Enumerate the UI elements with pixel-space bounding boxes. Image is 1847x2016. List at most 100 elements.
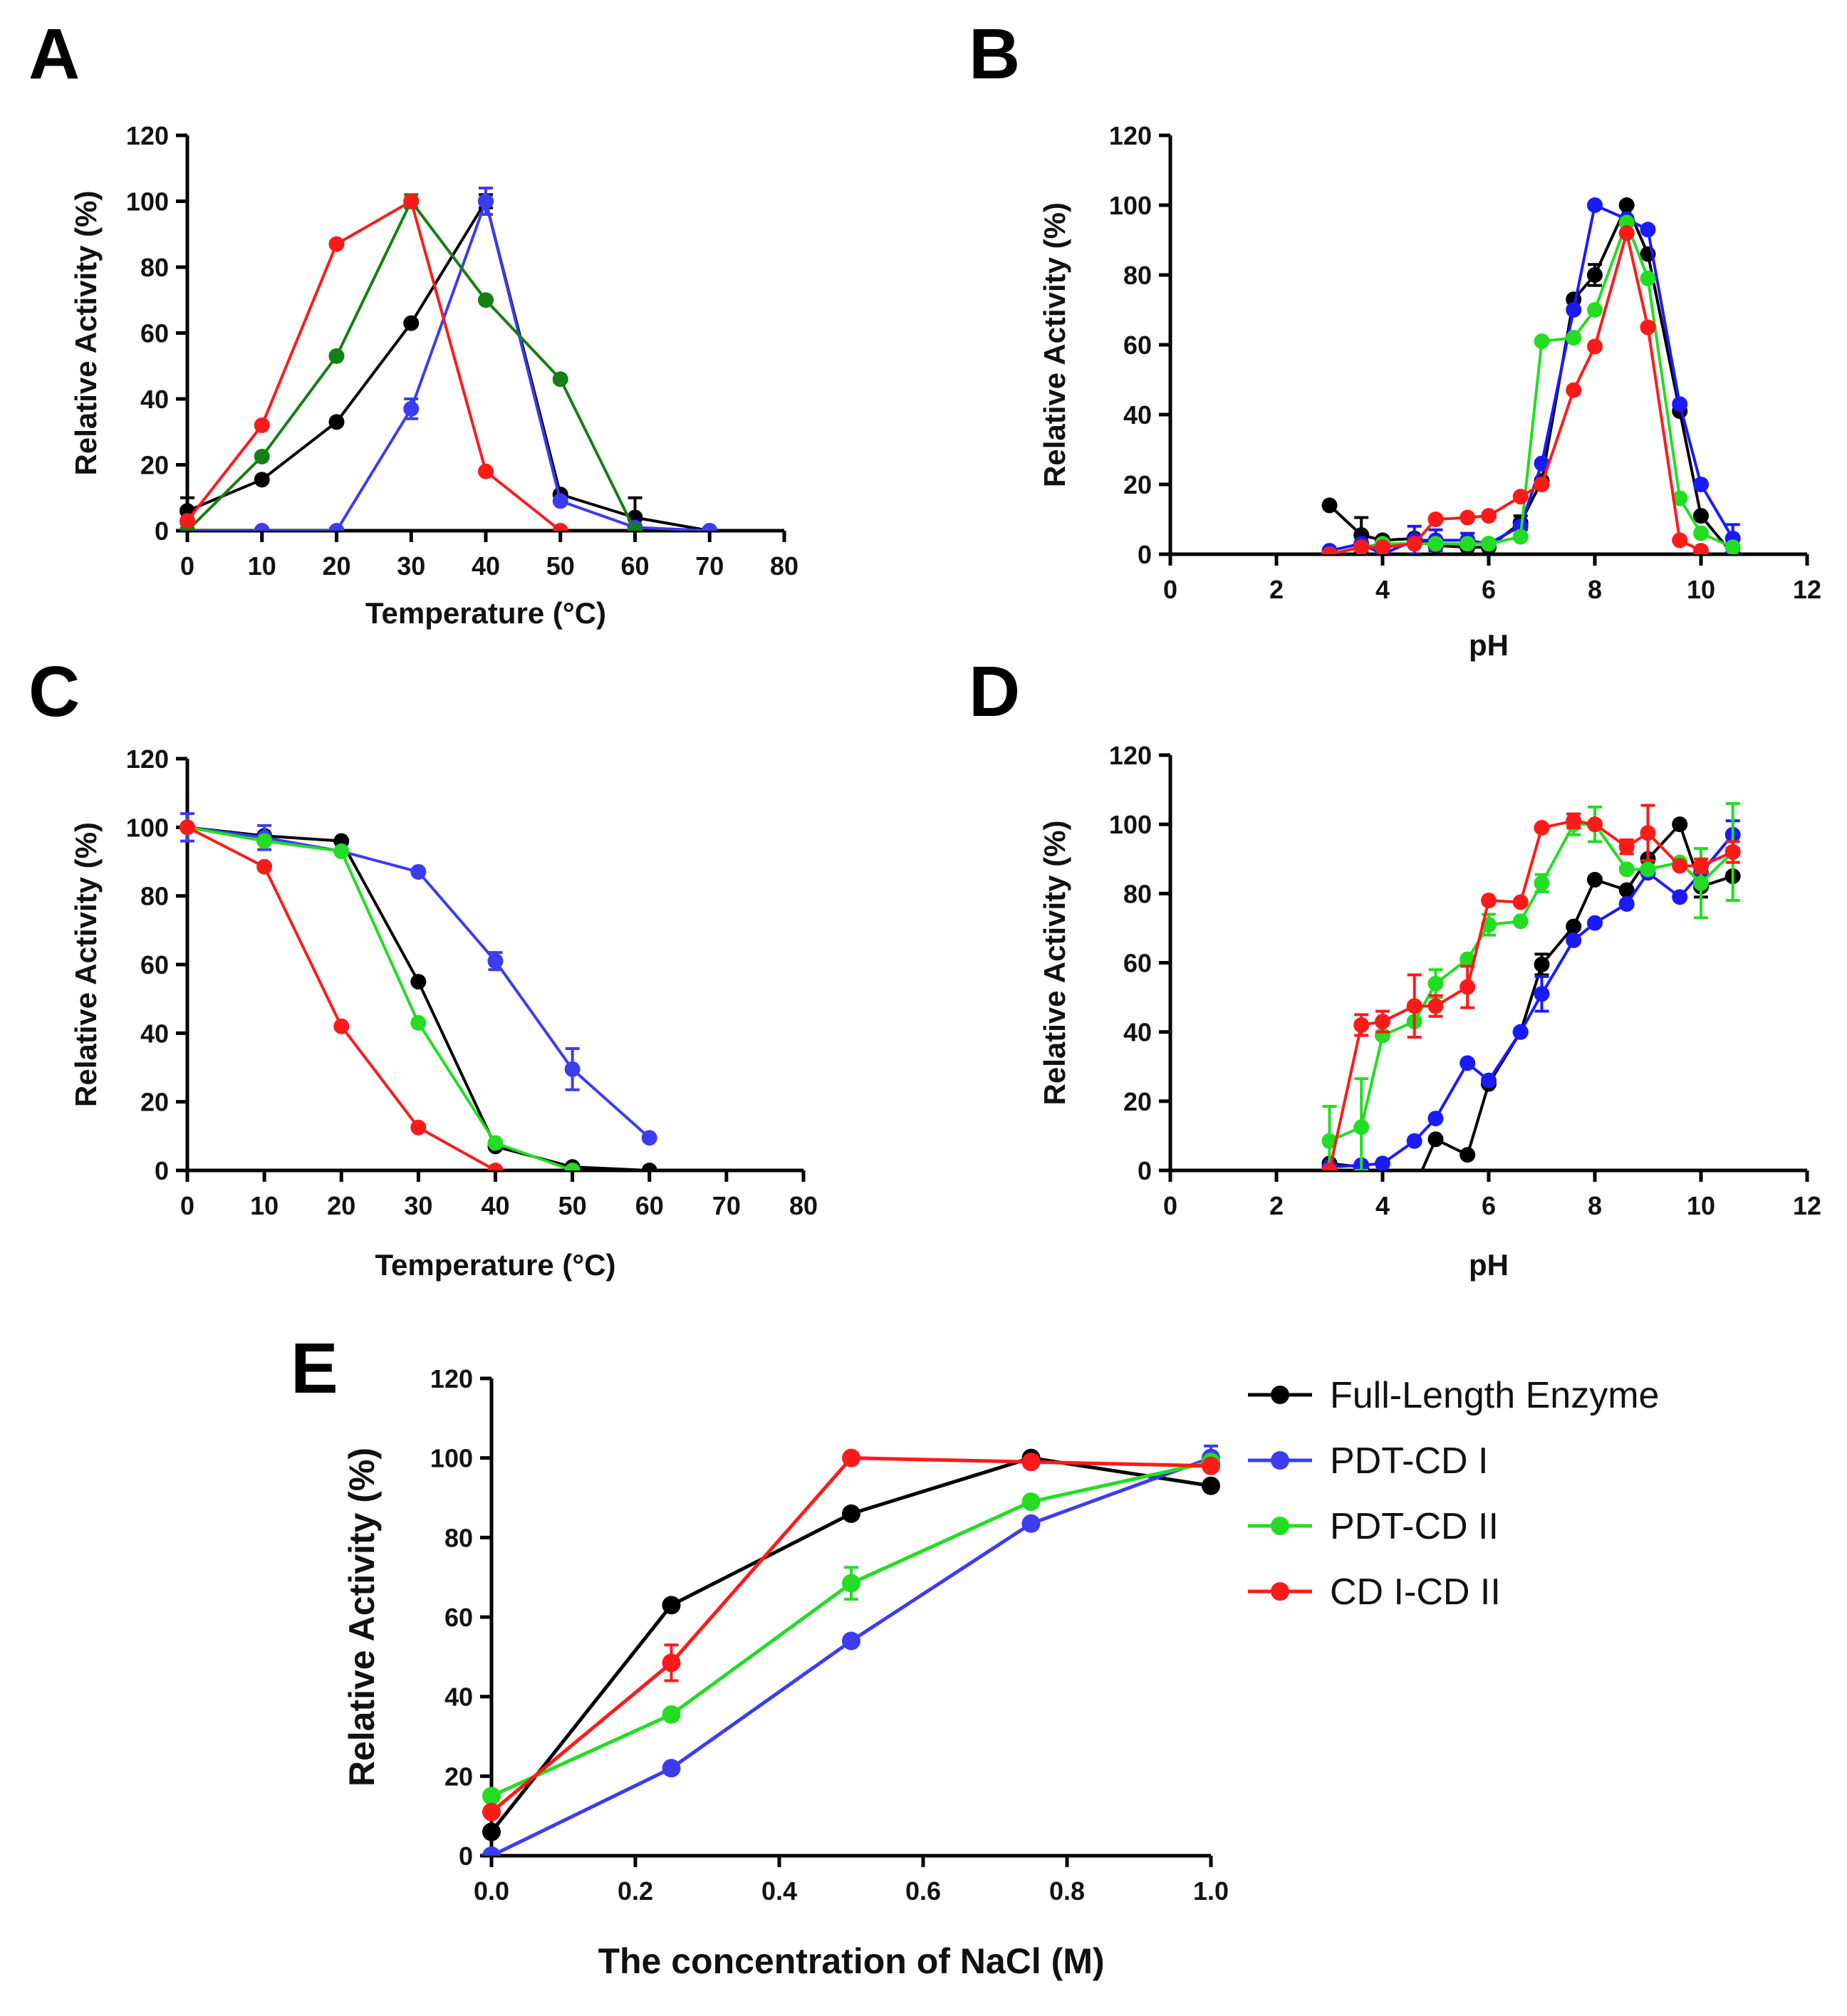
series-full-length-enzyme <box>482 1448 1220 1841</box>
series-pdt-cd-ii <box>180 193 643 531</box>
x-axis-title: Temperature (°C) <box>375 1248 615 1282</box>
data-point <box>1375 539 1390 554</box>
data-point <box>842 1631 860 1651</box>
x-tick-label: 10 <box>248 551 276 581</box>
data-point <box>662 1653 681 1673</box>
data-point <box>478 193 494 209</box>
legend-item: PDT-CD I <box>1248 1440 1488 1482</box>
series-full-length-enzyme <box>1321 197 1741 554</box>
series-pdt-cd-ii <box>482 1453 1220 1806</box>
data-point <box>1512 489 1529 505</box>
x-tick-label: 0.4 <box>761 1876 797 1906</box>
data-point <box>1693 543 1709 554</box>
data-point <box>1618 225 1635 241</box>
data-point <box>1618 882 1635 898</box>
panel-letter: C <box>28 652 80 732</box>
data-point <box>1724 844 1741 861</box>
y-tick-label: 100 <box>430 1444 473 1473</box>
data-point <box>478 463 494 479</box>
legend-marker <box>1271 1451 1289 1470</box>
series-line <box>1329 204 1734 554</box>
data-point <box>1672 396 1688 412</box>
x-tick-label: 0 <box>180 1191 194 1220</box>
panel-letter: E <box>291 1329 338 1408</box>
legend: Full-Length Enzyme PDT-CD I PDT-CD II CD I-… <box>1248 1375 1659 1613</box>
data-point <box>1693 477 1709 492</box>
data-point <box>627 523 643 531</box>
data-point <box>328 348 345 364</box>
panel-B: B 0 20 40 60 80 100 120 0 2 4 6 8 10 12 pH Relative Acti… <box>969 14 1821 662</box>
data-point <box>1566 330 1582 346</box>
legend-marker <box>1271 1517 1289 1535</box>
x-tick-label: 60 <box>635 1191 664 1220</box>
data-point <box>410 974 427 990</box>
series-cd-i-cd-ii <box>482 1448 1220 1822</box>
data-point <box>1321 546 1338 554</box>
x-tick-label: 60 <box>620 551 649 581</box>
legend-label: CD I-CD II <box>1330 1571 1501 1613</box>
data-point <box>1566 302 1582 318</box>
data-point <box>1406 998 1422 1014</box>
x-tick-label: 8 <box>1588 575 1602 604</box>
data-point <box>180 513 195 529</box>
data-point <box>333 843 350 860</box>
y-tick-label: 20 <box>140 1088 169 1117</box>
x-tick-label: 12 <box>1793 575 1821 604</box>
series-line <box>187 826 573 1170</box>
data-point <box>1021 1514 1041 1533</box>
data-point <box>1618 895 1635 912</box>
data-point <box>1693 858 1709 874</box>
x-tick-label: 20 <box>327 1191 355 1220</box>
series-line <box>187 199 710 531</box>
data-point <box>552 523 568 531</box>
series-cd-i-cd-ii <box>1321 804 1741 1170</box>
data-point <box>1021 1453 1041 1472</box>
data-point <box>641 1130 657 1146</box>
x-tick-label: 50 <box>558 1191 587 1220</box>
legend-item: PDT-CD II <box>1248 1506 1499 1547</box>
y-tick-label: 40 <box>1123 1018 1152 1047</box>
data-point <box>482 1822 501 1841</box>
data-point <box>842 1504 860 1523</box>
y-tick-label: 20 <box>1123 1087 1152 1116</box>
data-point <box>662 1759 681 1778</box>
x-tick-label: 10 <box>250 1191 279 1220</box>
y-tick-label: 120 <box>430 1364 473 1393</box>
data-point <box>1460 536 1476 552</box>
data-point <box>1481 893 1497 909</box>
series-line <box>186 199 561 531</box>
data-point <box>403 315 420 331</box>
x-tick-label: 6 <box>1482 575 1496 604</box>
y-tick-label: 0 <box>155 516 169 546</box>
data-point <box>1640 825 1656 841</box>
series-pdt-cd-i <box>1321 819 1741 1170</box>
data-point <box>328 236 345 252</box>
data-point <box>1427 998 1444 1014</box>
y-tick-label: 0 <box>1138 540 1152 569</box>
data-point <box>842 1448 860 1467</box>
data-point <box>1021 1492 1041 1512</box>
series-pdt-cd-ii <box>180 819 581 1170</box>
series-line <box>187 826 496 1170</box>
data-point <box>1672 490 1688 506</box>
x-tick-label: 1.0 <box>1193 1876 1229 1906</box>
data-point <box>1427 975 1444 992</box>
data-point <box>1460 509 1476 526</box>
legend-marker <box>1271 1582 1289 1601</box>
x-tick-label: 4 <box>1375 575 1390 604</box>
data-point <box>1460 1055 1476 1071</box>
x-tick-label: 10 <box>1687 1191 1715 1220</box>
y-axis-title: Relative Activity (%) <box>69 191 103 476</box>
data-point <box>487 1163 504 1170</box>
data-point <box>1202 1456 1220 1475</box>
y-axis-title: Relative Activity (%) <box>69 822 103 1107</box>
data-point <box>1672 816 1688 833</box>
data-point <box>410 1119 427 1136</box>
data-point <box>1534 875 1550 891</box>
data-point <box>1566 813 1582 829</box>
y-tick-label: 0 <box>459 1841 473 1871</box>
data-point <box>641 1163 657 1170</box>
series-cd-i-cd-ii <box>180 819 504 1170</box>
y-tick-label: 80 <box>140 882 169 911</box>
